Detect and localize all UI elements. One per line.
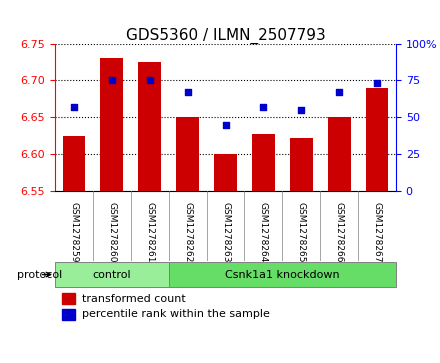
Point: [298, 107, 305, 113]
Text: GSM1278264: GSM1278264: [259, 201, 268, 262]
Bar: [214, 154, 237, 191]
Text: protocol: protocol: [17, 270, 62, 280]
Bar: [366, 88, 389, 191]
Text: transformed count: transformed count: [82, 294, 186, 303]
Text: GSM1278261: GSM1278261: [145, 201, 154, 262]
Point: [108, 78, 115, 83]
Point: [222, 122, 229, 128]
Bar: [62, 293, 76, 304]
Text: GSM1278263: GSM1278263: [221, 201, 230, 262]
Text: GSM1278262: GSM1278262: [183, 201, 192, 262]
Bar: [290, 138, 313, 191]
Point: [260, 104, 267, 110]
Point: [70, 104, 77, 110]
Bar: [328, 117, 351, 191]
Text: GSM1278265: GSM1278265: [297, 201, 306, 262]
Point: [374, 81, 381, 86]
FancyBboxPatch shape: [55, 262, 169, 287]
Point: [184, 89, 191, 95]
Bar: [138, 62, 161, 191]
Text: Csnk1a1 knockdown: Csnk1a1 knockdown: [225, 270, 340, 280]
Bar: [62, 309, 76, 319]
Text: percentile rank within the sample: percentile rank within the sample: [82, 309, 270, 319]
Title: GDS5360 / ILMN_2507793: GDS5360 / ILMN_2507793: [126, 27, 325, 44]
Bar: [62, 136, 85, 191]
Point: [336, 89, 343, 95]
Text: GSM1278259: GSM1278259: [70, 201, 78, 262]
Text: GSM1278266: GSM1278266: [335, 201, 344, 262]
Text: GSM1278267: GSM1278267: [373, 201, 381, 262]
Point: [146, 78, 153, 83]
Text: GSM1278260: GSM1278260: [107, 201, 116, 262]
Text: control: control: [92, 270, 131, 280]
Bar: [252, 134, 275, 191]
Bar: [100, 58, 123, 191]
Bar: [176, 117, 199, 191]
FancyBboxPatch shape: [169, 262, 396, 287]
